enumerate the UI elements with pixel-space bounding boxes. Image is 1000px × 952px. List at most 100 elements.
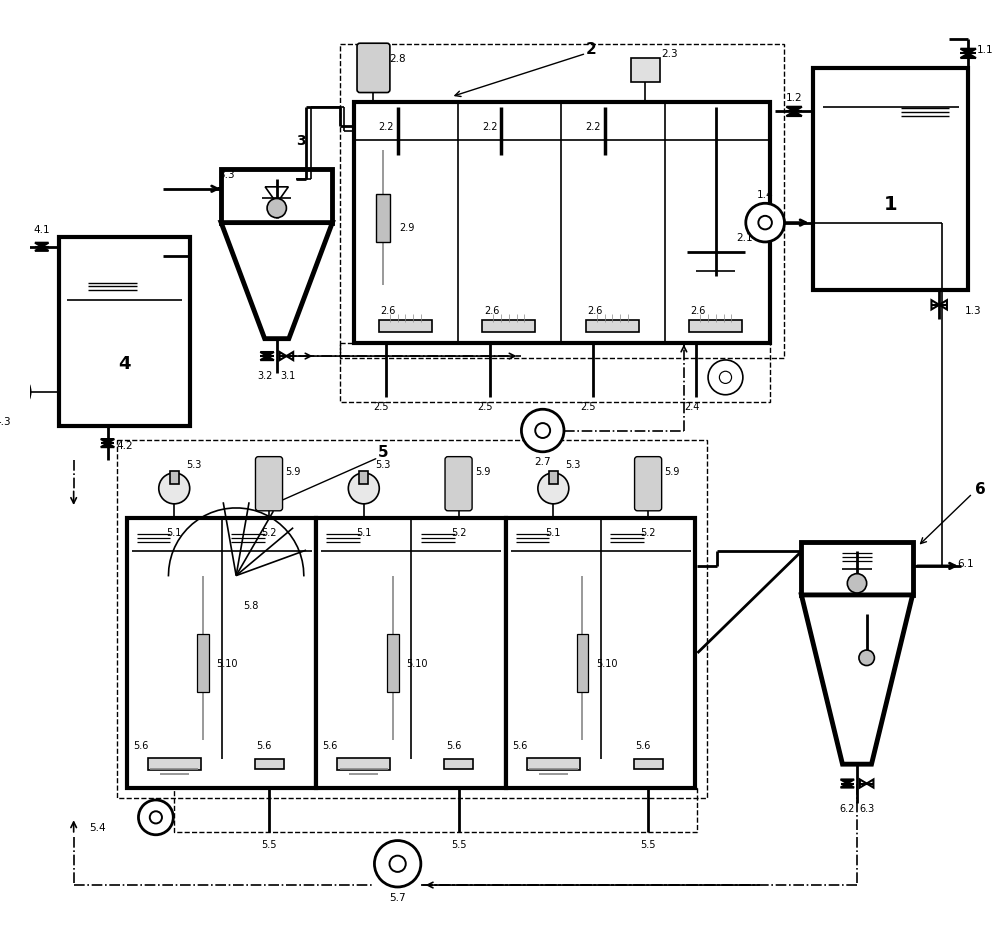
Text: 2.6: 2.6 xyxy=(691,306,706,315)
Circle shape xyxy=(419,700,432,713)
Bar xyxy=(634,760,663,769)
Text: 5.7: 5.7 xyxy=(389,892,406,902)
Text: 5.2: 5.2 xyxy=(261,527,277,538)
Circle shape xyxy=(552,584,566,597)
Circle shape xyxy=(363,661,376,675)
Circle shape xyxy=(173,623,187,636)
Bar xyxy=(379,321,432,332)
Circle shape xyxy=(572,584,585,597)
Circle shape xyxy=(363,642,376,655)
Circle shape xyxy=(438,642,452,655)
Text: 3: 3 xyxy=(296,134,306,149)
Circle shape xyxy=(249,584,262,597)
Circle shape xyxy=(514,719,527,732)
Circle shape xyxy=(477,565,490,578)
Bar xyxy=(549,472,558,485)
Bar xyxy=(444,760,473,769)
Bar xyxy=(359,472,368,485)
Text: 2.3: 2.3 xyxy=(661,50,678,59)
Circle shape xyxy=(229,719,243,732)
Circle shape xyxy=(150,811,162,823)
Circle shape xyxy=(193,700,206,713)
Circle shape xyxy=(666,642,680,655)
Circle shape xyxy=(477,661,490,675)
Text: 2.5: 2.5 xyxy=(373,402,389,412)
Circle shape xyxy=(514,603,527,617)
Text: 5.9: 5.9 xyxy=(475,466,490,477)
Circle shape xyxy=(419,719,432,732)
Circle shape xyxy=(287,642,301,655)
Circle shape xyxy=(419,681,432,694)
Circle shape xyxy=(647,719,661,732)
Polygon shape xyxy=(286,352,293,361)
Circle shape xyxy=(533,681,547,694)
Circle shape xyxy=(229,661,243,675)
Circle shape xyxy=(154,719,167,732)
Text: 3.1: 3.1 xyxy=(281,371,296,381)
Circle shape xyxy=(249,700,262,713)
Circle shape xyxy=(419,565,432,578)
Circle shape xyxy=(135,584,148,597)
Bar xyxy=(316,518,506,788)
Circle shape xyxy=(382,681,396,694)
Bar xyxy=(354,103,770,344)
Text: 2.9: 2.9 xyxy=(400,223,415,233)
Circle shape xyxy=(229,681,243,694)
Circle shape xyxy=(229,603,243,617)
Circle shape xyxy=(193,603,206,617)
Text: 1.2: 1.2 xyxy=(786,92,802,103)
Circle shape xyxy=(628,642,641,655)
Circle shape xyxy=(249,603,262,617)
Circle shape xyxy=(647,661,661,675)
Circle shape xyxy=(229,700,243,713)
Circle shape xyxy=(438,623,452,636)
Circle shape xyxy=(666,681,680,694)
Bar xyxy=(117,441,707,798)
Circle shape xyxy=(324,584,338,597)
Text: 5.3: 5.3 xyxy=(186,460,201,470)
Circle shape xyxy=(268,565,282,578)
Circle shape xyxy=(608,642,622,655)
Text: 3.2: 3.2 xyxy=(257,371,273,381)
Circle shape xyxy=(647,565,661,578)
Circle shape xyxy=(438,719,452,732)
Circle shape xyxy=(173,603,187,617)
Circle shape xyxy=(572,642,585,655)
Circle shape xyxy=(477,603,490,617)
Polygon shape xyxy=(867,780,873,787)
Circle shape xyxy=(159,473,190,505)
Circle shape xyxy=(552,642,566,655)
Circle shape xyxy=(229,623,243,636)
Circle shape xyxy=(154,623,167,636)
Circle shape xyxy=(608,681,622,694)
Circle shape xyxy=(538,473,569,505)
Circle shape xyxy=(647,642,661,655)
Circle shape xyxy=(419,642,432,655)
Text: 1.3: 1.3 xyxy=(965,306,981,315)
Circle shape xyxy=(324,623,338,636)
Circle shape xyxy=(324,661,338,675)
Circle shape xyxy=(477,642,490,655)
Circle shape xyxy=(533,565,547,578)
Circle shape xyxy=(268,623,282,636)
Circle shape xyxy=(628,719,641,732)
Text: 2.6: 2.6 xyxy=(380,306,396,315)
Text: 5.5: 5.5 xyxy=(261,840,277,849)
Circle shape xyxy=(647,584,661,597)
Circle shape xyxy=(193,719,206,732)
Circle shape xyxy=(758,217,772,230)
Text: 5.9: 5.9 xyxy=(665,466,680,477)
Text: 5: 5 xyxy=(378,445,388,460)
Circle shape xyxy=(287,681,301,694)
Text: 1: 1 xyxy=(884,194,898,213)
Circle shape xyxy=(438,700,452,713)
Circle shape xyxy=(666,584,680,597)
Circle shape xyxy=(608,623,622,636)
Circle shape xyxy=(193,623,206,636)
Text: 5.10: 5.10 xyxy=(596,658,617,668)
Circle shape xyxy=(249,623,262,636)
Circle shape xyxy=(324,700,338,713)
Circle shape xyxy=(572,603,585,617)
Bar xyxy=(255,760,284,769)
Circle shape xyxy=(514,681,527,694)
